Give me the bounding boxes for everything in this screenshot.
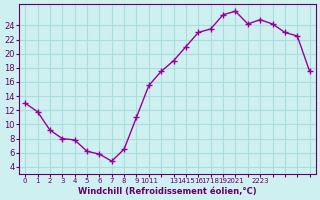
X-axis label: Windchill (Refroidissement éolien,°C): Windchill (Refroidissement éolien,°C): [78, 187, 257, 196]
